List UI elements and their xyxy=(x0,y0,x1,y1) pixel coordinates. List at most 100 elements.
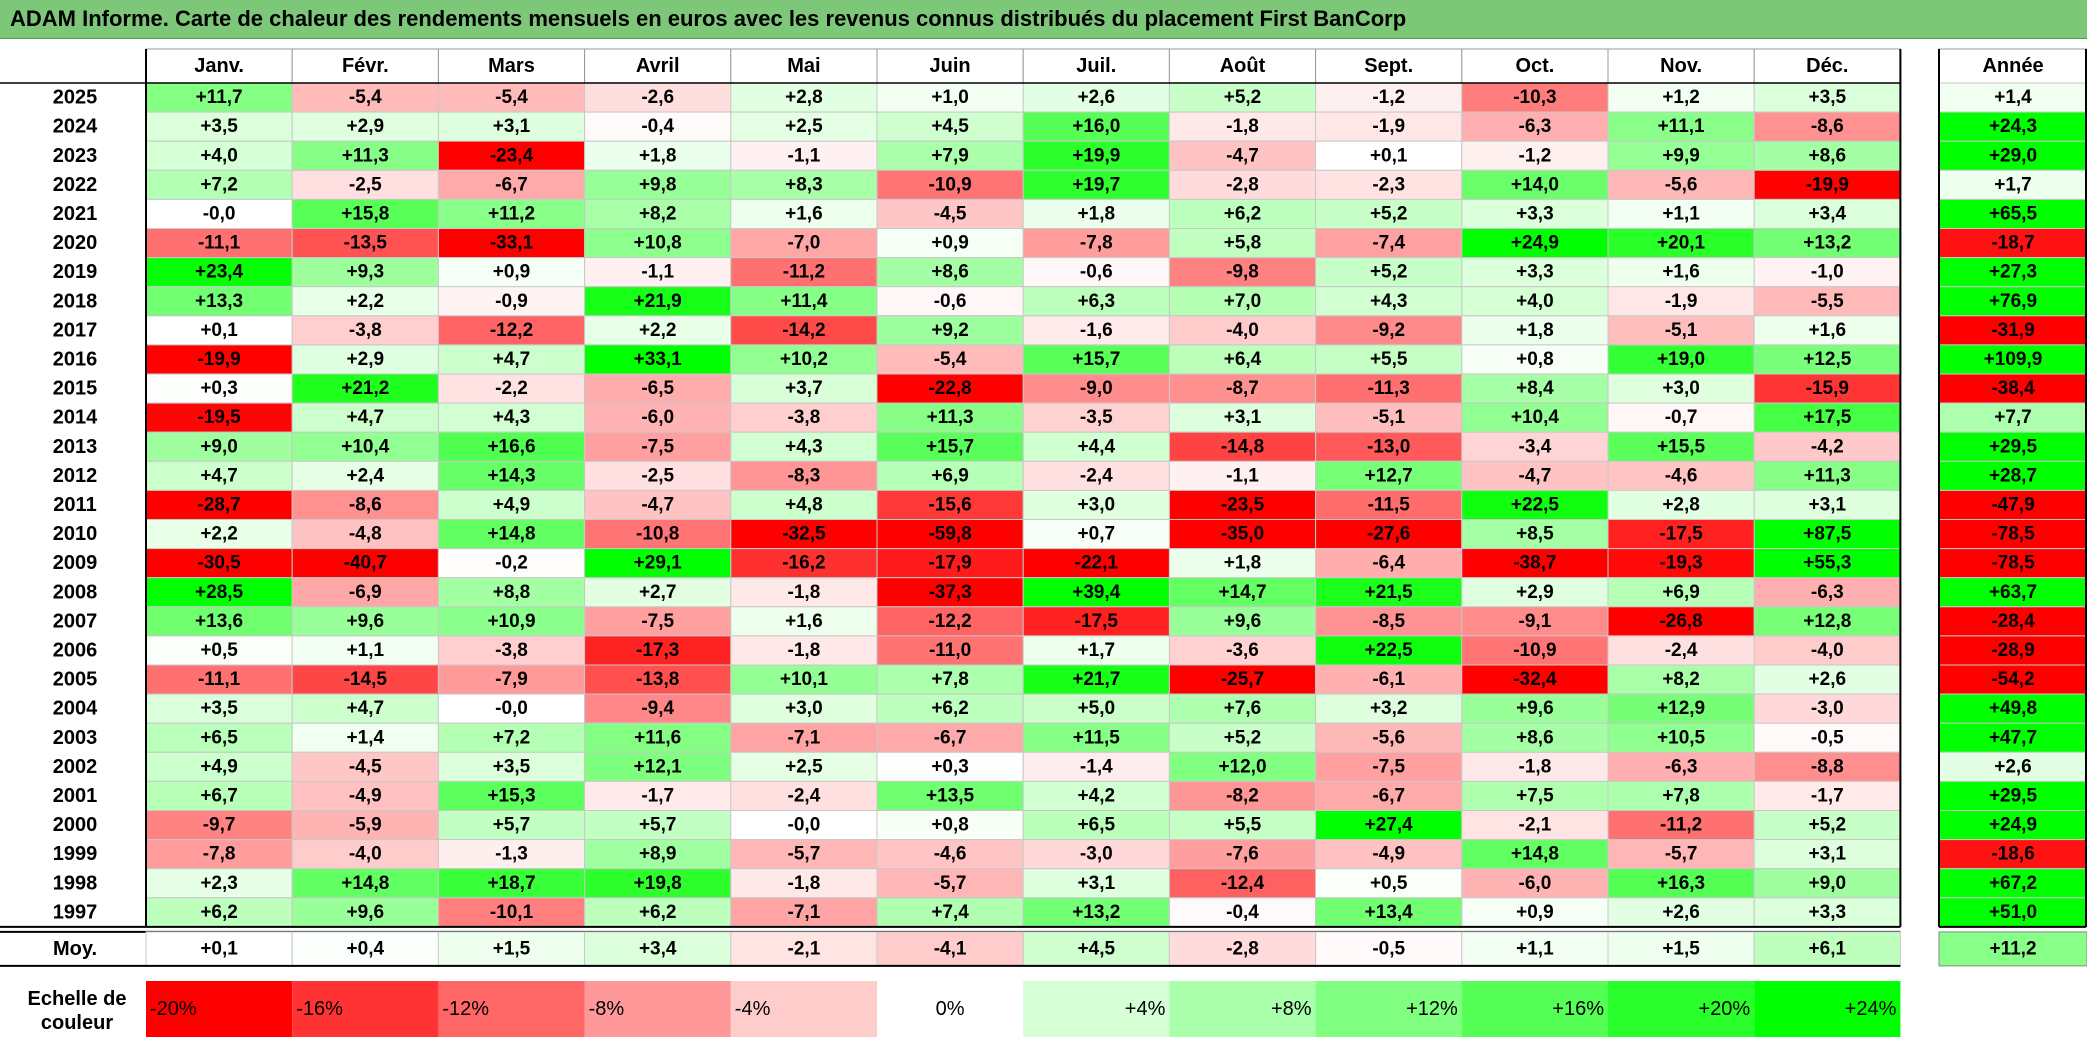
cell-value: -5,4 xyxy=(495,87,528,108)
cell-value: +2,8 xyxy=(785,87,823,108)
cell-value: -5,5 xyxy=(1811,291,1844,312)
row-label: 2017 xyxy=(53,319,98,341)
heatmap-cell xyxy=(291,198,439,229)
heatmap-cell xyxy=(1461,82,1609,113)
cell-value: +2,9 xyxy=(347,349,385,370)
year-column-header: Année xyxy=(1982,55,2043,77)
legend-step-label: +12% xyxy=(1406,998,1458,1020)
legend-label-line1: Echelle de xyxy=(28,988,127,1010)
heatmap-cell xyxy=(876,722,1024,753)
cell-value: -7,8 xyxy=(1080,233,1113,254)
cell-value: -22,8 xyxy=(928,378,971,399)
heatmap-cell xyxy=(437,344,586,375)
heatmap-cell xyxy=(1022,810,1170,841)
cell-value: -2,1 xyxy=(1519,815,1552,836)
cell-value: +12,5 xyxy=(1803,349,1852,370)
cell-value: +0,9 xyxy=(493,262,531,283)
year-value: +67,2 xyxy=(1989,873,2037,894)
cell-value: -32,4 xyxy=(1513,669,1557,690)
cell-value: -4,5 xyxy=(349,756,382,777)
cell-value: -8,6 xyxy=(1811,116,1844,137)
heatmap-cell xyxy=(1168,489,1317,520)
cell-value: -6,4 xyxy=(1372,553,1405,574)
heatmap-cell xyxy=(1607,664,1755,695)
heatmap-cell xyxy=(584,751,732,782)
heatmap-cell xyxy=(1168,664,1317,695)
column-header: Janv. xyxy=(194,55,244,77)
heatmap-cell xyxy=(1753,839,1901,870)
year-value: +28,7 xyxy=(1989,465,2037,486)
heatmap-cell xyxy=(1461,606,1609,637)
year-cell xyxy=(1938,868,2087,899)
row-label: 2019 xyxy=(53,261,98,283)
heatmap-cell xyxy=(1022,780,1170,812)
cell-value: -1,8 xyxy=(788,582,821,603)
cell-value: -3,8 xyxy=(495,640,528,661)
cell-value: +6,9 xyxy=(1662,582,1700,603)
cell-value: +1,8 xyxy=(1078,203,1116,224)
cell-value: -4,9 xyxy=(1372,844,1405,865)
heatmap-cell xyxy=(1753,897,1901,928)
heatmap-cell xyxy=(1753,315,1901,346)
cell-value: +11,4 xyxy=(780,291,827,312)
column-header: Oct. xyxy=(1515,55,1554,77)
cell-value: -33,1 xyxy=(490,233,534,254)
cell-value: -11,5 xyxy=(1368,494,1411,515)
heatmap-cell xyxy=(876,431,1024,462)
cell-value: +0,9 xyxy=(1516,902,1554,923)
heatmap-cell xyxy=(1753,664,1901,695)
column-header: Déc. xyxy=(1806,55,1848,77)
average-cell xyxy=(291,931,439,967)
row-label: 2006 xyxy=(53,639,98,661)
cell-value: +2,6 xyxy=(1809,669,1847,690)
heatmap-cell xyxy=(584,635,732,666)
year-header-cell xyxy=(1938,48,2087,84)
cell-value: -2,4 xyxy=(1080,465,1113,486)
average-cell xyxy=(145,931,293,967)
cell-value: +16,0 xyxy=(1072,116,1120,137)
cell-value: +7,8 xyxy=(931,669,969,690)
cell-value: -37,3 xyxy=(928,582,971,603)
heatmap-cell xyxy=(730,839,878,870)
heatmap-cell xyxy=(291,460,439,491)
cell-value: +13,2 xyxy=(1803,233,1851,254)
cell-value: +3,5 xyxy=(1809,87,1847,108)
cell-value: +5,7 xyxy=(493,815,531,836)
cell-value: -17,5 xyxy=(1075,611,1119,632)
cell-value: +4,4 xyxy=(1078,436,1116,457)
heatmap-cell xyxy=(730,402,878,433)
heatmap-cell xyxy=(1607,431,1755,462)
heatmap-cell xyxy=(291,519,439,550)
year-value: -78,5 xyxy=(1991,524,2035,545)
heatmap-cell xyxy=(876,519,1024,550)
cell-value: +13,4 xyxy=(1365,902,1414,923)
chart-title: ADAM Informe. Carte de chaleur des rende… xyxy=(10,6,1407,31)
year-value: +24,9 xyxy=(1989,815,2037,836)
cell-value: +21,7 xyxy=(1072,669,1120,690)
cell-value: +19,0 xyxy=(1657,349,1705,370)
heatmap-cell xyxy=(1753,606,1901,637)
cell-value: -30,5 xyxy=(197,553,241,574)
cell-value: -5,7 xyxy=(1665,844,1698,865)
column-header: Mai xyxy=(787,55,820,77)
heatmap-cell xyxy=(291,402,439,433)
heatmap-cell xyxy=(730,780,878,812)
heatmap-cell xyxy=(291,373,439,404)
heatmap-cell xyxy=(291,722,439,753)
heatmap-cell xyxy=(1753,402,1901,433)
heatmap-cell xyxy=(291,751,439,782)
heatmap-cell xyxy=(291,228,439,259)
cell-value: +3,0 xyxy=(785,698,823,719)
column-header: Août xyxy=(1220,55,1266,77)
cell-value: +8,6 xyxy=(931,262,969,283)
year-value: +65,5 xyxy=(1989,203,2038,224)
year-cell xyxy=(1938,460,2087,491)
cell-value: +9,0 xyxy=(1809,873,1847,894)
row-label: 2014 xyxy=(53,407,98,429)
cell-value: +0,7 xyxy=(1078,524,1116,545)
heatmap-cell xyxy=(584,577,732,608)
heatmap-cell xyxy=(1022,635,1170,666)
year-value: +47,7 xyxy=(1989,727,2037,748)
heatmap-cell xyxy=(876,751,1024,782)
